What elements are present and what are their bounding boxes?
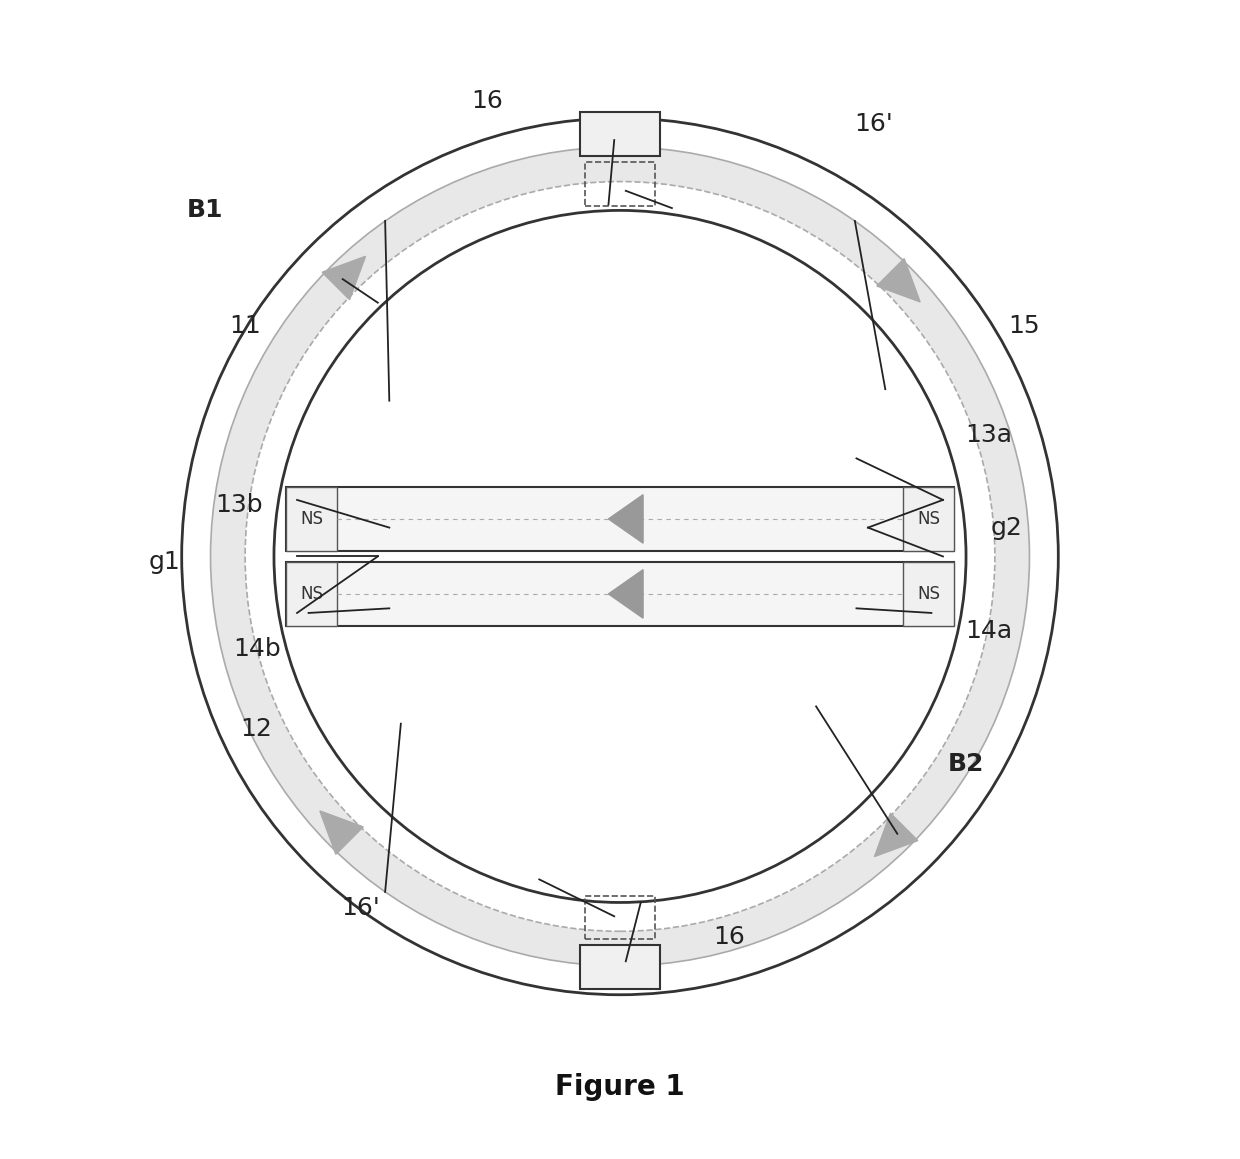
- Polygon shape: [320, 811, 363, 854]
- Text: NS: NS: [300, 510, 322, 529]
- Text: g1: g1: [149, 551, 180, 574]
- Wedge shape: [211, 147, 1029, 965]
- FancyBboxPatch shape: [579, 112, 661, 156]
- Polygon shape: [322, 256, 366, 300]
- FancyBboxPatch shape: [285, 562, 337, 626]
- FancyBboxPatch shape: [285, 562, 955, 626]
- FancyBboxPatch shape: [285, 487, 337, 551]
- Text: B1: B1: [186, 198, 223, 223]
- Text: B2: B2: [947, 752, 985, 777]
- Text: Figure 1: Figure 1: [556, 1073, 684, 1101]
- Text: NS: NS: [918, 510, 940, 529]
- Text: 16: 16: [714, 925, 745, 949]
- Text: 13b: 13b: [216, 493, 263, 517]
- Text: 16: 16: [471, 89, 503, 112]
- Text: NS: NS: [918, 585, 940, 603]
- Text: g2: g2: [991, 516, 1022, 540]
- FancyBboxPatch shape: [903, 487, 955, 551]
- Text: NS: NS: [300, 585, 322, 603]
- Polygon shape: [609, 495, 644, 544]
- Text: 14a: 14a: [966, 619, 1013, 643]
- Text: 14b: 14b: [233, 636, 280, 661]
- FancyBboxPatch shape: [285, 487, 955, 551]
- Text: 15: 15: [1008, 314, 1039, 337]
- FancyBboxPatch shape: [579, 945, 661, 989]
- FancyBboxPatch shape: [903, 562, 955, 626]
- Polygon shape: [874, 814, 918, 857]
- Text: 16': 16': [341, 896, 379, 920]
- Text: 13a: 13a: [966, 423, 1013, 447]
- Text: 11: 11: [229, 314, 260, 337]
- Polygon shape: [877, 258, 920, 302]
- Text: 12: 12: [241, 717, 273, 742]
- Polygon shape: [609, 570, 644, 618]
- Text: 16': 16': [854, 112, 893, 136]
